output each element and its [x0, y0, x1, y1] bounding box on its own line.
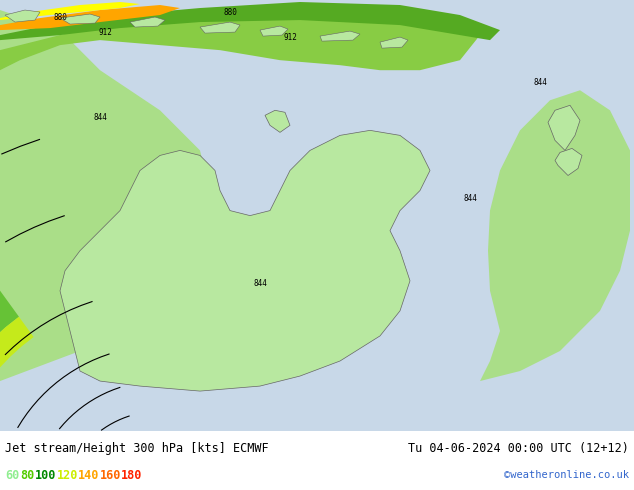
Text: 880: 880 [53, 13, 67, 22]
PathPatch shape [60, 130, 430, 391]
PathPatch shape [0, 2, 500, 40]
Text: 100: 100 [35, 468, 56, 482]
Text: ©weatheronline.co.uk: ©weatheronline.co.uk [504, 470, 629, 480]
Text: 160: 160 [100, 468, 121, 482]
Text: 844: 844 [463, 194, 477, 202]
Text: Jet stream/Height 300 hPa [kts] ECMWF: Jet stream/Height 300 hPa [kts] ECMWF [5, 441, 269, 455]
PathPatch shape [0, 284, 387, 490]
PathPatch shape [5, 10, 40, 22]
Text: 912: 912 [98, 28, 112, 37]
Text: 844: 844 [93, 113, 107, 122]
Text: 140: 140 [78, 468, 100, 482]
Text: 844: 844 [253, 279, 267, 288]
PathPatch shape [480, 90, 630, 381]
PathPatch shape [0, 227, 443, 490]
Text: 80: 80 [20, 468, 34, 482]
PathPatch shape [0, 5, 180, 30]
PathPatch shape [380, 37, 408, 48]
PathPatch shape [200, 22, 240, 33]
PathPatch shape [130, 17, 165, 27]
PathPatch shape [0, 10, 220, 381]
Text: 60: 60 [5, 468, 19, 482]
PathPatch shape [0, 317, 354, 490]
Text: 180: 180 [121, 468, 143, 482]
PathPatch shape [0, 5, 480, 70]
PathPatch shape [555, 148, 582, 175]
Text: 120: 120 [56, 468, 78, 482]
PathPatch shape [60, 14, 100, 24]
PathPatch shape [320, 31, 360, 41]
Text: 844: 844 [533, 78, 547, 87]
Text: Tu 04-06-2024 00:00 UTC (12+12): Tu 04-06-2024 00:00 UTC (12+12) [408, 441, 629, 455]
Text: 912: 912 [283, 33, 297, 42]
PathPatch shape [0, 2, 140, 20]
PathPatch shape [548, 105, 580, 150]
PathPatch shape [260, 26, 288, 36]
PathPatch shape [265, 110, 290, 132]
Text: 880: 880 [223, 8, 237, 17]
